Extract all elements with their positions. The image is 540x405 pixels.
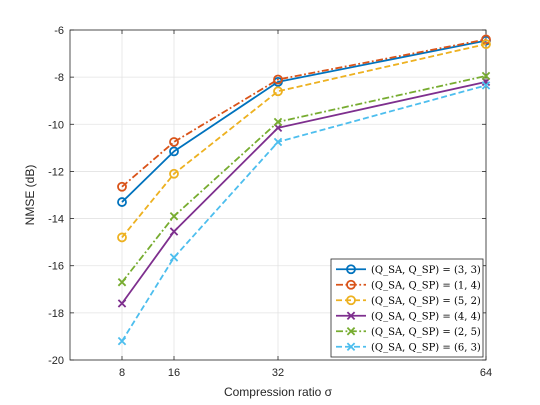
data-point — [273, 86, 283, 97]
y-tick-label: -6 — [54, 25, 64, 37]
data-point — [117, 197, 127, 207]
data-point — [169, 211, 179, 221]
legend-label: (Q_SA, Q_SP) = (5, 2) — [371, 296, 481, 307]
data-point — [117, 181, 127, 192]
legend-box — [330, 258, 484, 358]
data-point — [169, 146, 179, 157]
legend-marker — [346, 311, 356, 320]
legend-label: (Q_SA, Q_SP) = (3, 3) — [371, 265, 481, 276]
legend-label: (Q_SA, Q_SP) = (6, 3) — [371, 342, 481, 353]
x-tick-label: 8 — [119, 367, 125, 379]
series-line — [121, 38, 487, 188]
y-tick-label: -10 — [48, 119, 64, 131]
legend-label: (Q_SA, Q_SP) = (2, 5) — [371, 327, 481, 338]
series-line — [121, 84, 487, 342]
data-point — [117, 336, 127, 346]
series-line — [121, 39, 487, 203]
legend-marker — [346, 342, 356, 351]
x-tick-label: 16 — [168, 367, 180, 379]
legend-marker — [346, 295, 356, 306]
data-point — [481, 81, 491, 90]
y-tick-label: -12 — [48, 166, 64, 178]
legend-item: (Q_SA, Q_SP) = (6, 3) — [336, 342, 481, 353]
series-5 — [117, 71, 491, 287]
legend-marker — [346, 279, 356, 290]
series-line — [121, 80, 487, 304]
series-6 — [117, 81, 491, 346]
x-tick-label: 64 — [480, 367, 492, 379]
legend-marker — [346, 327, 356, 336]
series-3 — [117, 39, 491, 243]
y-tick-label: -14 — [48, 214, 64, 226]
y-tick-label: -8 — [54, 72, 64, 84]
legend-marker — [346, 264, 356, 275]
data-point — [169, 227, 179, 236]
legend: (Q_SA, Q_SP) = (3, 3) (Q_SA, Q_SP) = (1, … — [330, 258, 484, 358]
series-group — [117, 34, 491, 346]
y-tick-label: -20 — [48, 355, 64, 367]
legend-item: (Q_SA, Q_SP) = (5, 2) — [336, 295, 481, 307]
data-point — [273, 117, 283, 127]
data-point — [481, 34, 491, 45]
y-tick-label: -16 — [48, 261, 64, 273]
legend-item: (Q_SA, Q_SP) = (2, 5) — [336, 327, 481, 338]
data-point — [481, 71, 491, 81]
data-point — [169, 137, 179, 147]
data-point — [273, 137, 283, 147]
legend-item: (Q_SA, Q_SP) = (3, 3) — [336, 264, 481, 276]
data-point — [117, 232, 127, 243]
y-axis-label: NMSE (dB) — [23, 165, 37, 226]
series-2 — [117, 34, 491, 192]
axis-ticks: 8 16 32 64 -20 -18 -16 -14 -12 -10 -8 -6 — [48, 25, 492, 379]
legend-item: (Q_SA, Q_SP) = (1, 4) — [336, 279, 481, 291]
data-point — [169, 168, 179, 179]
legend-label: (Q_SA, Q_SP) = (4, 4) — [371, 311, 481, 322]
data-point — [117, 299, 127, 308]
y-tick-label: -18 — [48, 308, 64, 320]
series-line — [121, 43, 487, 238]
data-point — [481, 39, 491, 50]
series-line — [121, 75, 487, 283]
legend-item: (Q_SA, Q_SP) = (4, 4) — [336, 311, 481, 322]
x-axis-label: Compression ratio σ — [224, 385, 333, 399]
data-point — [273, 74, 283, 85]
x-tick-label: 32 — [272, 367, 284, 379]
data-point — [117, 277, 127, 287]
legend-label: (Q_SA, Q_SP) = (1, 4) — [371, 280, 481, 291]
data-point — [169, 253, 179, 262]
